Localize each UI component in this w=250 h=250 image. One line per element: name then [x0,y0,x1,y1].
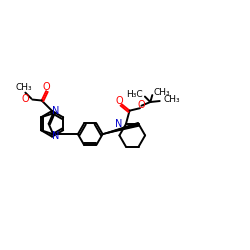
Text: N: N [52,106,60,117]
Polygon shape [102,122,139,134]
Text: CH₃: CH₃ [163,95,180,104]
Text: N: N [115,118,122,128]
Text: O: O [137,100,145,110]
Text: O: O [22,94,29,104]
Text: H₃C: H₃C [126,90,142,99]
Text: O: O [116,96,124,106]
Text: N: N [52,131,60,141]
Text: CH₃: CH₃ [15,84,32,92]
Text: CH₃: CH₃ [153,88,170,97]
Text: O: O [43,82,50,92]
